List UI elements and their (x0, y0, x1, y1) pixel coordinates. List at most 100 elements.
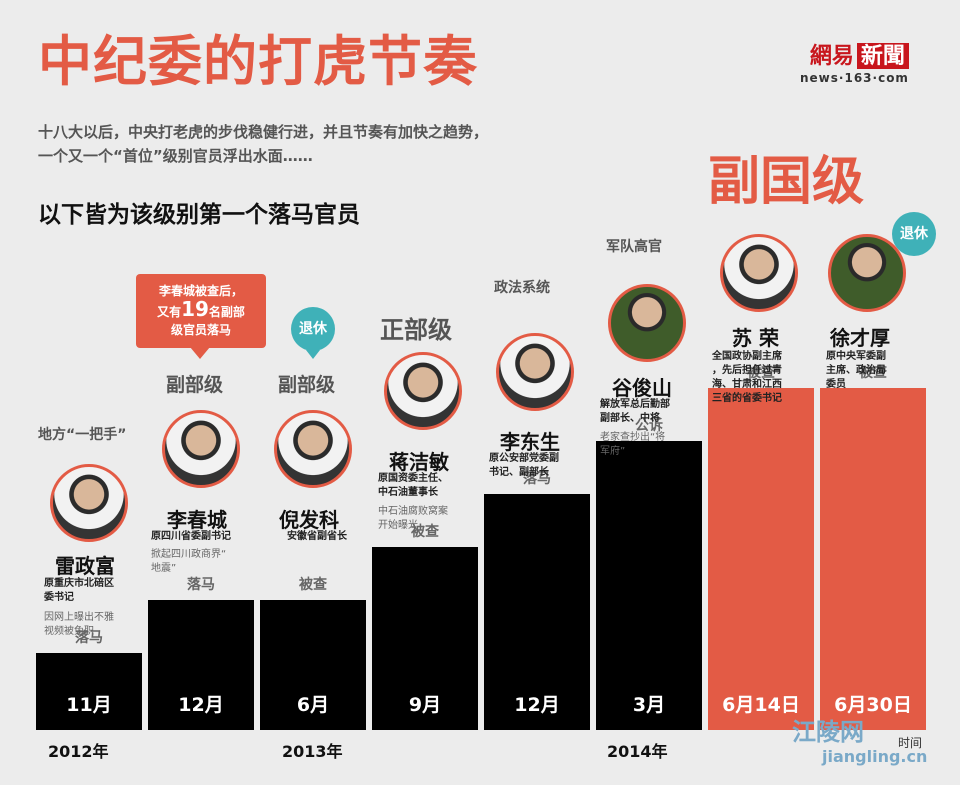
bar-status-label: 被查 (859, 365, 887, 381)
bar-status-label: 落马 (523, 471, 551, 487)
callout-suffix: 名副部 (208, 305, 245, 319)
chart-bar (372, 547, 478, 730)
person-desc-line: 全国政协副主席 (712, 351, 782, 362)
person-desc: 原重庆市北碚区 委书记 (44, 577, 114, 605)
bar-status-label: 落马 (75, 630, 103, 646)
person-note-line: 掀起四川政商界“ (151, 549, 227, 560)
section-heading: 以下皆为该级别第一个落马官员 (38, 202, 360, 228)
person-desc-line: 原中央军委副 (826, 351, 886, 362)
person-note-line: 地震” (151, 563, 177, 574)
year-label-2014: 2014年 (607, 742, 668, 761)
portrait-li-dongsheng (496, 333, 574, 411)
person-name: 李东生 (500, 430, 560, 454)
level-label-vice-minister: 副部级 (278, 374, 336, 396)
page-title: 中纪委的打虎节奏 (38, 30, 478, 93)
portrait-lei-zhengfu (50, 464, 128, 542)
bar-status-label: 落马 (187, 577, 215, 593)
person-desc: 原中央军委副 主席、政治局 委员 (826, 350, 886, 392)
person-name: 李春城 (167, 508, 227, 532)
portrait-jiang-jiemin (384, 352, 462, 430)
person-note: 因网上曝出不雅 视频被免职 (44, 611, 114, 639)
portrait-gu-junshan (608, 284, 686, 362)
person-desc-line: 中石油董事长 (378, 487, 438, 498)
person-note-line: 开始曝光 (378, 520, 418, 531)
bar-date-label: 9月 (408, 694, 442, 716)
bar-status-label: 被查 (747, 365, 775, 381)
retired-badge: 退休 (892, 212, 936, 256)
person-desc: 全国政协副主席 ，先后担任过青 海、甘肃和江西 三省的省委书记 (712, 350, 782, 406)
portrait-xu-caihou (828, 234, 906, 312)
bar-date-label: 6月30日 (834, 694, 912, 716)
person-name: 倪发科 (279, 508, 339, 532)
portrait-su-rong (720, 234, 798, 312)
person-desc-line: 解放军总后勤部 (600, 399, 670, 410)
person-name: 雷政富 (55, 554, 115, 578)
person-desc: 原四川省委副书记 (151, 530, 231, 544)
person-note-line: 视频被免职 (44, 626, 94, 637)
badge-pointer (306, 350, 320, 359)
bar-status-label: 被查 (411, 524, 439, 540)
person-desc-line: 委书记 (44, 592, 74, 603)
callout-li-chuncheng: 李春城被查后， 又有19名副部 级官员落马 (136, 274, 266, 348)
chart-bar (148, 600, 254, 730)
person-desc-line: 原四川省委副书记 (151, 531, 231, 542)
person-desc-line: 安徽省副省长 (287, 531, 347, 542)
watermark-cn: 江陵网 (792, 718, 864, 746)
bar-date-label: 3月 (632, 694, 666, 716)
bar-status-label: 公诉 (635, 418, 663, 434)
person-desc-line: 委员 (826, 379, 846, 390)
person-note-line: 老家查抄出“将 (600, 432, 666, 443)
person-name: 苏 荣 (732, 326, 779, 350)
person-name: 徐才厚 (830, 326, 890, 350)
bar-status-label: 被查 (299, 577, 327, 593)
person-desc-line: 三省的省委书记 (712, 393, 782, 404)
callout-prefix: 又有 (157, 305, 182, 319)
year-label-2013: 2013年 (282, 742, 343, 761)
person-desc: 原国资委主任、 中石油董事长 (378, 472, 448, 500)
person-desc-line: 主席、政治局 (826, 365, 886, 376)
person-note-line: 中石油腐败窝案 (378, 506, 448, 517)
x-axis-label: 时间 (898, 736, 923, 750)
person-note: 老家查抄出“将 军府” (600, 431, 665, 459)
portrait-ni-fake (274, 410, 352, 488)
subtitle-line-2: 一个又一个“首位”级别官员浮出水面…… (38, 147, 313, 165)
level-label-military: 军队高官 (606, 239, 662, 255)
logo-main-text: 網易 (809, 43, 854, 69)
person-note-line: 军府” (600, 446, 626, 457)
person-desc-line: 海、甘肃和江西 (712, 379, 782, 390)
year-label-2012: 2012年 (48, 742, 109, 761)
chart-bar (484, 494, 590, 730)
bar-date-label: 12月 (178, 694, 224, 716)
bar-date-label: 6月 (296, 694, 330, 716)
jiangling-watermark: 江陵网 jiangling.cn (764, 712, 927, 766)
top-rank-label: 副国级 (708, 152, 865, 212)
person-desc-line: 原重庆市北碚区 (44, 578, 114, 589)
logo-box-text: 新聞 (856, 43, 909, 69)
person-desc: 原公安部党委副 书记、副部长 (489, 452, 559, 480)
portrait-li-chuncheng (162, 410, 240, 488)
chart-bar (260, 600, 366, 730)
person-desc: 安徽省副省长 (287, 530, 347, 544)
person-note-line: 因网上曝出不雅 (44, 612, 114, 623)
chart-bar (820, 388, 926, 730)
callout-pointer (190, 347, 210, 359)
person-desc: 解放军总后勤部 副部长、中将 (600, 398, 670, 426)
bar-date-label: 6月14日 (722, 694, 800, 716)
retired-badge: 退休 (291, 307, 335, 351)
person-desc-line: ，先后担任过青 (712, 365, 782, 376)
bar-date-label: 11月 (66, 694, 112, 716)
chart-bar (36, 653, 142, 730)
person-note: 掀起四川政商界“ 地震” (151, 548, 226, 576)
person-note: 中石油腐败窝案 开始曝光 (378, 505, 448, 533)
callout-line-1: 李春城被查后， (158, 284, 243, 298)
bar-date-label: 12月 (514, 694, 560, 716)
person-desc-line: 原公安部党委副 (489, 453, 559, 464)
subtitle: 十八大以后，中央打老虎的步伐稳健行进，并且节奏有加快之趋势， 一个又一个“首位”… (38, 120, 488, 168)
logo-url: news·163·com (800, 71, 909, 85)
person-desc-line: 书记、副部长 (489, 467, 549, 478)
person-name: 谷俊山 (612, 376, 672, 400)
level-label-local-head: 地方“一把手” (38, 427, 127, 443)
watermark-url: jiangling.cn (822, 747, 928, 766)
person-desc-line: 原国资委主任、 (378, 473, 448, 484)
callout-line-3: 级官员落马 (170, 323, 231, 337)
